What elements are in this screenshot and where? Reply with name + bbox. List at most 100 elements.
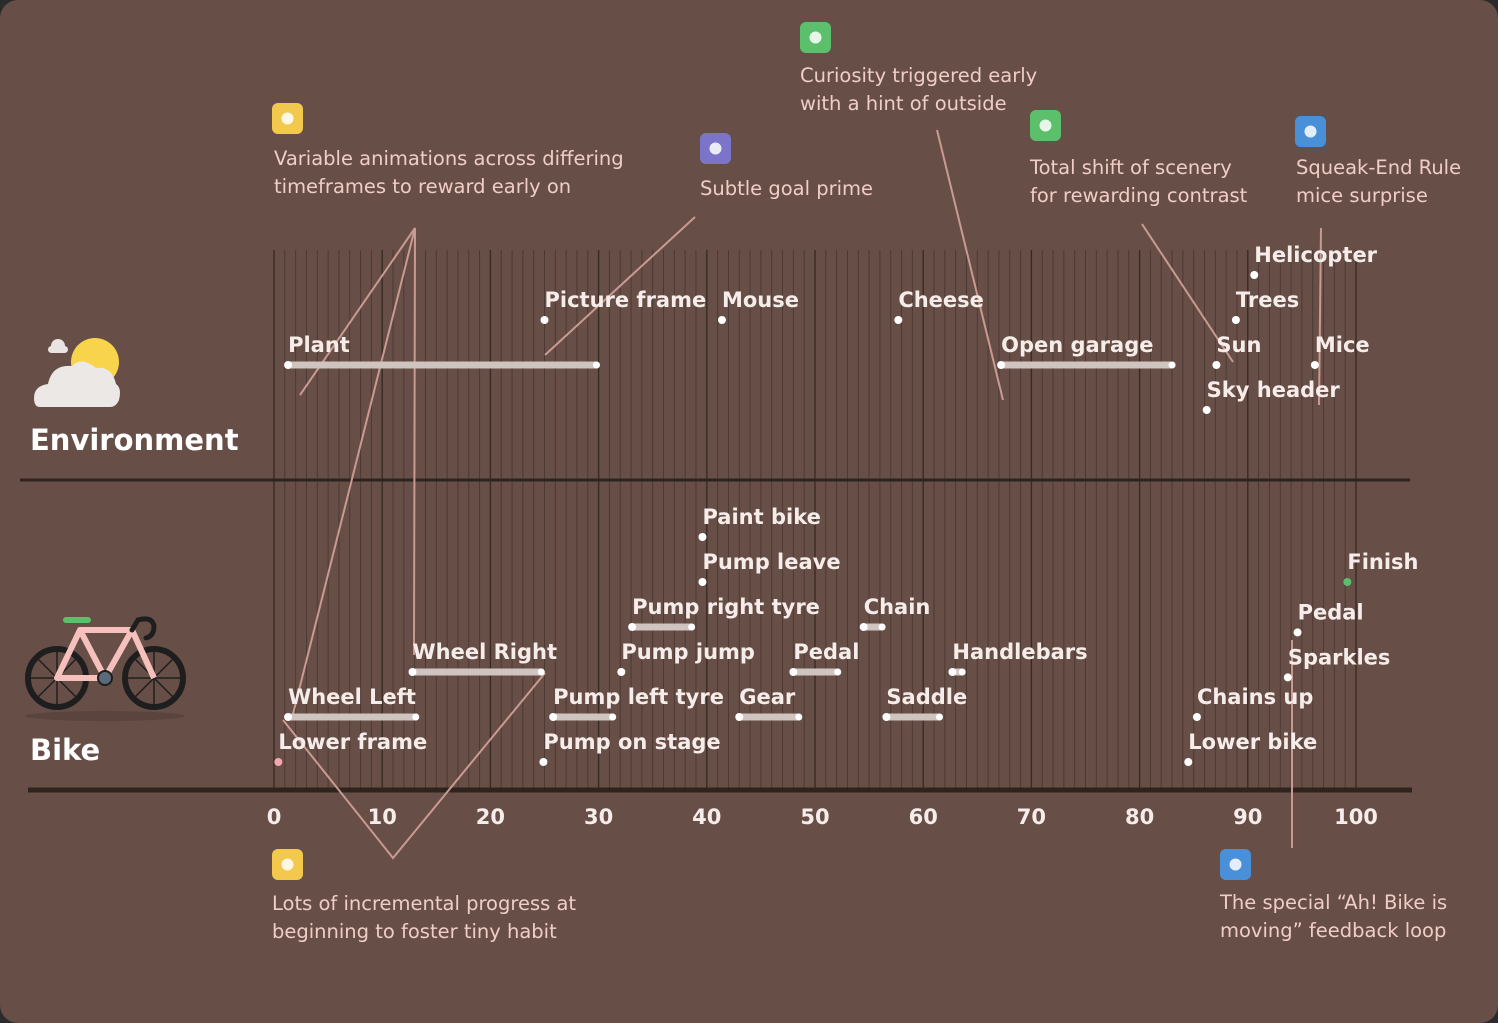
event-end-dot (958, 668, 966, 676)
event-dot (1293, 628, 1302, 637)
leader-variable-animations-2 (413, 227, 416, 656)
event-end-dot (537, 668, 545, 676)
event-label-saddle: Saddle (886, 685, 967, 709)
annotation-text-line: Squeak-End Rule (1296, 156, 1461, 179)
annotation-text-line: for rewarding contrast (1030, 184, 1248, 207)
event-label-cheese: Cheese (898, 288, 984, 312)
annotation-text-line: beginning to foster tiny habit (272, 920, 557, 943)
event-dot (698, 578, 707, 586)
event-label-finish: Finish (1347, 550, 1418, 574)
event-label-plant: Plant (288, 333, 350, 357)
cloud-shape (34, 361, 120, 407)
x-tick-label: 20 (476, 805, 505, 829)
event-dot (628, 623, 637, 631)
annotation-text-line: mice surprise (1296, 184, 1428, 207)
event-dot (408, 668, 417, 676)
event-dot (1202, 406, 1211, 414)
bicycle-icon (25, 616, 186, 721)
event-label-chain: Chain (864, 595, 931, 619)
annotation-text-line: moving” feedback loop (1220, 919, 1446, 942)
event-label-sun: Sun (1216, 333, 1261, 357)
x-tick-label: 50 (800, 805, 829, 829)
sneaker-glyph (281, 858, 294, 871)
event-dot (540, 316, 549, 324)
event-dot (1343, 578, 1352, 586)
event-end-dot (609, 713, 617, 721)
leader-incremental (282, 672, 546, 860)
annotation-2: Subtle goal prime (700, 133, 873, 200)
x-tick-label: 10 (368, 805, 397, 829)
annotation-text-line: with a hint of outside (800, 92, 1007, 115)
section-label-bike: Bike (30, 733, 100, 767)
event-label-handlebars: Handlebars (952, 640, 1087, 664)
event-label-mice: Mice (1315, 333, 1370, 357)
small-cloud-base (48, 346, 68, 353)
annotation-6: Lots of incremental progress at beginning… (272, 849, 576, 943)
annotation-text-line: Curiosity triggered early (800, 64, 1037, 87)
event-label-lower-frame: Lower frame (278, 730, 427, 754)
event-dot (735, 713, 744, 721)
event-label-lower-bike: Lower bike (1188, 730, 1317, 754)
event-end-dot (412, 713, 420, 721)
event-dot (698, 533, 707, 541)
event-label-paint-bike: Paint bike (702, 505, 820, 529)
event-label-chains-up: Chains up (1197, 685, 1313, 709)
cloud-sun-icon (34, 338, 120, 407)
annotation-7: The special “Ah! Bike is moving” feedback… (1219, 849, 1447, 942)
event-label-wheel-left: Wheel Left (288, 685, 416, 709)
event-dot (284, 361, 293, 369)
event-label-helicopter: Helicopter (1254, 243, 1377, 267)
event-dot (1231, 316, 1240, 324)
event-dot (859, 623, 868, 631)
annotation-4: Total shift of scenery for rewarding cont… (1029, 110, 1248, 207)
annotation-text-line: timeframes to reward early on (274, 175, 571, 198)
event-label-mouse: Mouse (722, 288, 799, 312)
bike-handlebar (129, 616, 157, 641)
event-label-pump-on-stage: Pump on stage (543, 730, 720, 754)
event-label-pump-left-tyre: Pump left tyre (553, 685, 724, 709)
thumbs-up-glyph (1229, 858, 1242, 871)
bottle-glyph (1039, 119, 1052, 132)
event-label-sparkles: Sparkles (1288, 645, 1391, 669)
x-tick-label: 100 (1334, 805, 1378, 829)
annotation-text-line: Total shift of scenery (1029, 156, 1232, 179)
x-tick-label: 90 (1233, 805, 1262, 829)
annotation-text-line: Variable animations across differing (274, 147, 624, 170)
event-label-gear: Gear (739, 685, 796, 709)
event-dot (894, 316, 903, 324)
leader-subtle-goal (544, 216, 696, 356)
x-tick-label: 30 (584, 805, 613, 829)
event-dot (1283, 673, 1292, 682)
bike-crank (97, 670, 113, 686)
event-dot (549, 713, 558, 721)
event-label-pump-right-tyre: Pump right tyre (632, 595, 820, 619)
event-dot (284, 713, 293, 721)
event-label-pedal: Pedal (793, 640, 859, 664)
event-end-dot (795, 713, 803, 721)
x-tick-label: 40 (692, 805, 721, 829)
event-label-pump-leave: Pump leave (702, 550, 840, 574)
event-dot (1250, 271, 1259, 279)
event-end-dot (834, 668, 842, 676)
event-dot (882, 713, 891, 721)
event-dot (1184, 758, 1193, 766)
annotation-1: Variable animations across differing time… (272, 103, 624, 198)
annotation-3: Curiosity triggered early with a hint of … (800, 22, 1037, 115)
event-label-trees: Trees (1236, 288, 1299, 312)
annotation-5: Squeak-End Rule mice surprise (1295, 116, 1461, 207)
annotation-text-line: Subtle goal prime (700, 177, 873, 200)
x-tick-label: 80 (1125, 805, 1154, 829)
sparkle-wand-glyph (709, 142, 722, 155)
leader-scenery (1141, 223, 1234, 363)
event-end-dot (592, 361, 600, 369)
event-dot (1310, 361, 1319, 369)
x-tick-label: 60 (909, 805, 938, 829)
event-label-picture-frame: Picture frame (545, 288, 707, 312)
event-dot (539, 758, 548, 766)
bike-shadow (25, 711, 185, 721)
event-dot (1192, 713, 1201, 721)
event-dot (717, 316, 726, 324)
leader-variable-animations (291, 227, 416, 719)
